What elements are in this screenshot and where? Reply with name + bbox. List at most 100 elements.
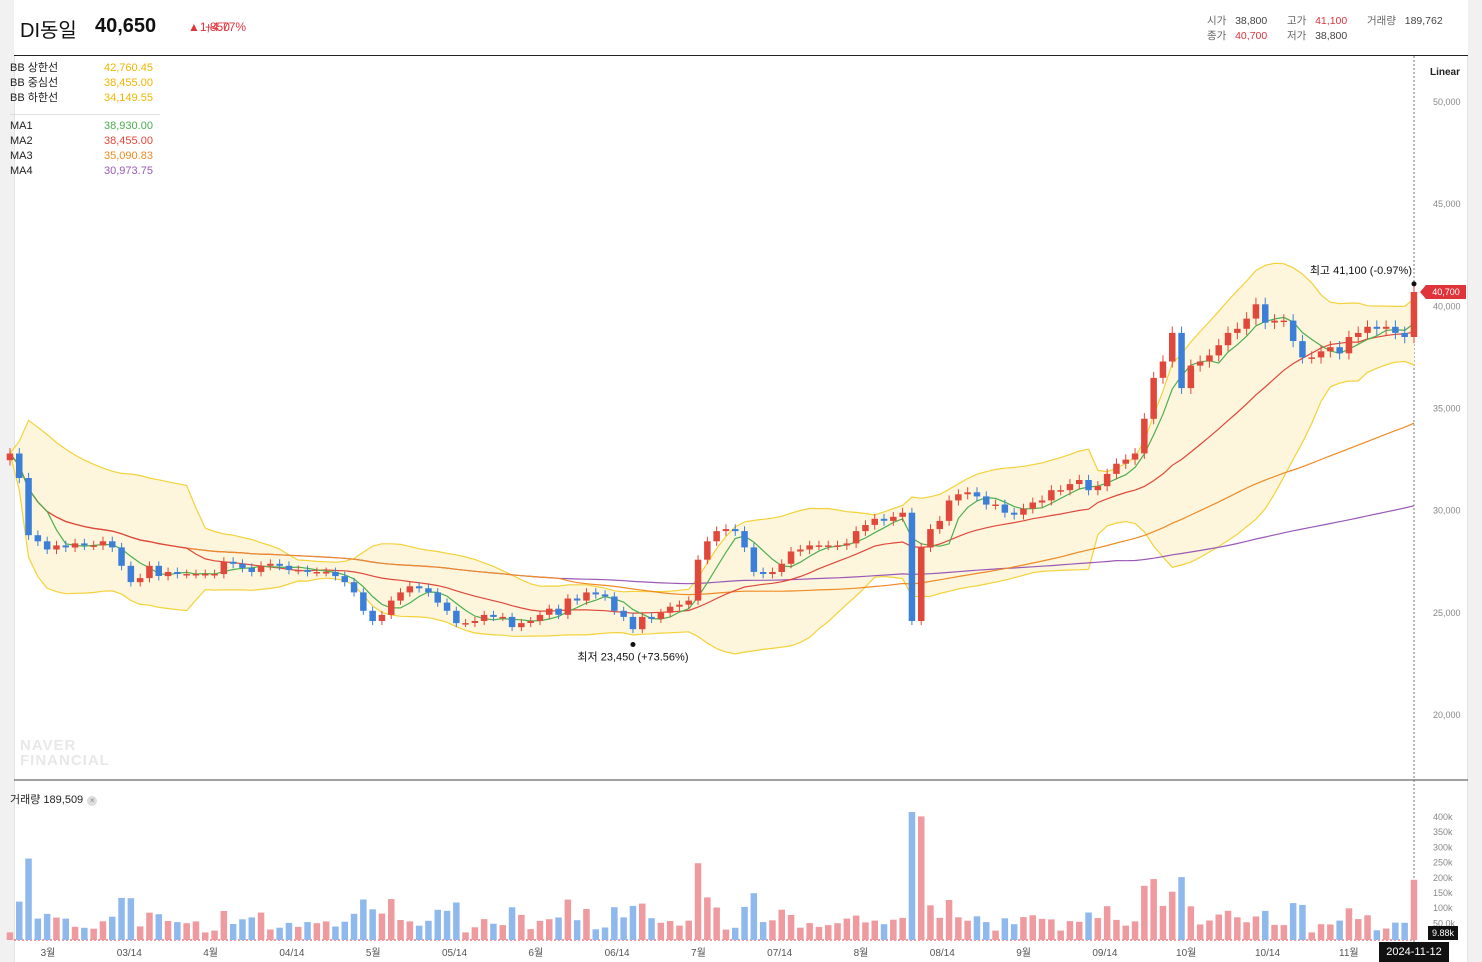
candle bbox=[685, 600, 692, 605]
volume-bar bbox=[573, 920, 581, 940]
volume-bar bbox=[518, 914, 525, 940]
candle bbox=[257, 565, 265, 572]
volume-bar bbox=[1122, 925, 1129, 940]
candle bbox=[1327, 347, 1334, 352]
candle bbox=[183, 574, 190, 576]
close-value: 40,700 bbox=[1235, 30, 1268, 42]
scale-type-toggle[interactable]: Linear bbox=[1430, 67, 1461, 78]
candle bbox=[1048, 490, 1055, 501]
candle bbox=[955, 494, 962, 501]
volume-bar bbox=[192, 921, 200, 940]
candle bbox=[109, 541, 116, 548]
candle bbox=[267, 563, 274, 566]
candle bbox=[16, 453, 23, 478]
close-label: 종가 bbox=[1207, 30, 1227, 42]
date-axis-tick: 08/14 bbox=[930, 948, 955, 959]
bb-mid-value: 38,455.00 bbox=[104, 77, 153, 89]
candle bbox=[1355, 332, 1362, 337]
candle bbox=[1029, 502, 1036, 509]
candle bbox=[1094, 486, 1102, 491]
volume-bar bbox=[1345, 908, 1353, 940]
high-annotation: 최고 41,100 (-0.97%) bbox=[1310, 264, 1412, 277]
candle bbox=[192, 574, 200, 576]
volume-panel-label: 거래량 189,509 × bbox=[10, 791, 98, 807]
volume-axis-tick: 200k bbox=[1433, 873, 1453, 883]
volume-bar bbox=[629, 905, 637, 940]
volume-bar bbox=[1187, 906, 1195, 940]
volume-bar bbox=[713, 907, 720, 940]
volume-bar bbox=[53, 917, 60, 940]
volume-bar bbox=[592, 929, 599, 940]
candle bbox=[1234, 328, 1241, 333]
volume-bar bbox=[16, 901, 23, 940]
ma-legend: MA1 38,930.00 MA2 38,455.00 MA3 35,090.83 M… bbox=[10, 119, 153, 179]
volume-bar bbox=[471, 927, 479, 940]
volume-bar bbox=[1066, 921, 1074, 940]
candle bbox=[927, 529, 934, 548]
candle bbox=[90, 545, 97, 547]
candle bbox=[1252, 304, 1260, 319]
candle bbox=[1345, 337, 1353, 354]
current-price: 40,650 bbox=[95, 15, 157, 37]
date-axis-tick: 5월 bbox=[366, 947, 381, 959]
volume-bar bbox=[834, 923, 841, 940]
volume-value: 189,762 bbox=[1404, 15, 1443, 27]
volume-bar bbox=[936, 917, 943, 940]
volume-bar bbox=[43, 913, 51, 940]
volume-axis-tick: 100k bbox=[1433, 903, 1453, 913]
candle bbox=[797, 549, 804, 552]
high-marker bbox=[1411, 281, 1417, 287]
candle bbox=[313, 572, 321, 574]
candle bbox=[146, 565, 153, 579]
right-border bbox=[1467, 0, 1482, 962]
bollinger-lower-line bbox=[9, 360, 1415, 655]
candle bbox=[1224, 332, 1232, 346]
candle bbox=[53, 545, 60, 550]
candle bbox=[648, 616, 655, 619]
volume-bar bbox=[1113, 919, 1120, 940]
date-axis-tick: 7월 bbox=[691, 947, 706, 959]
bollinger-band-fill bbox=[10, 263, 1414, 654]
candle bbox=[676, 604, 683, 607]
volume-bar bbox=[787, 915, 795, 940]
candle bbox=[1308, 357, 1315, 359]
close-icon[interactable]: × bbox=[87, 796, 98, 806]
date-axis-tick: 3월 bbox=[41, 947, 56, 959]
candle bbox=[862, 525, 869, 532]
candle bbox=[164, 572, 172, 577]
volume-bar bbox=[1178, 877, 1185, 940]
volume-bar bbox=[536, 920, 544, 940]
volume-bar bbox=[388, 899, 395, 940]
candle bbox=[1178, 332, 1185, 389]
price-header: DI동일 40,650 ▲1,850 +4.77% 시가 38,800 종가 4… bbox=[14, 0, 1468, 56]
volume-bar bbox=[1234, 917, 1241, 940]
volume-bar bbox=[322, 921, 330, 940]
candle bbox=[945, 500, 953, 521]
candle bbox=[908, 512, 916, 621]
date-axis-tick: 10월 bbox=[1176, 947, 1196, 959]
volume-bar bbox=[1085, 912, 1092, 940]
candle bbox=[118, 547, 125, 566]
volume-bar bbox=[127, 898, 135, 940]
candle bbox=[25, 478, 32, 536]
candle bbox=[1243, 318, 1250, 329]
volume-bar bbox=[415, 925, 423, 940]
candle bbox=[1001, 504, 1009, 513]
volume-bar bbox=[34, 918, 42, 940]
volume-bar bbox=[397, 920, 404, 940]
volume-bar bbox=[722, 929, 730, 940]
stock-name[interactable]: DI동일 bbox=[20, 20, 77, 42]
ma3-value: 35,090.83 bbox=[104, 150, 153, 162]
volume-bar bbox=[983, 922, 990, 940]
volume-bar bbox=[453, 902, 460, 940]
price-axis-tick: 45,000 bbox=[1433, 199, 1461, 209]
candle bbox=[871, 518, 878, 525]
candle bbox=[806, 545, 813, 550]
candle bbox=[1373, 326, 1381, 329]
bb-upper-label: BB 상한선 bbox=[10, 62, 59, 74]
volume-bar bbox=[797, 927, 804, 940]
candle bbox=[397, 592, 404, 601]
candle bbox=[741, 531, 748, 548]
ohlc-col-2: 고가 41,100 저가 38,800 bbox=[1287, 14, 1347, 44]
